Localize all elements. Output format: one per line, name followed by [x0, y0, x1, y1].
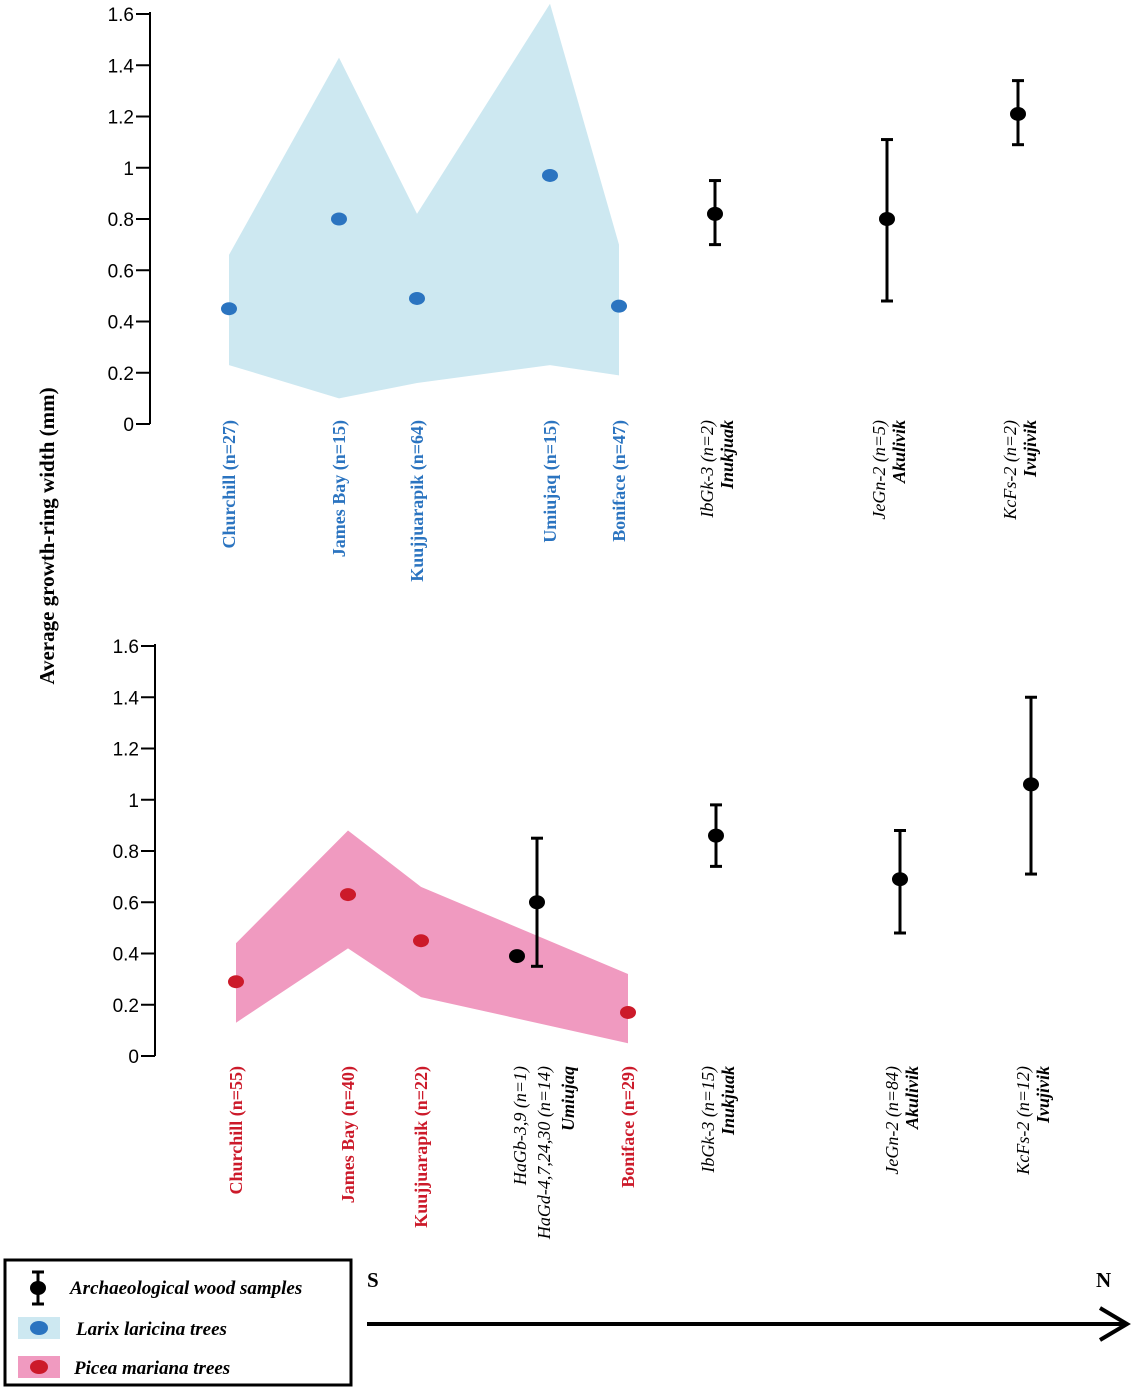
tree-point	[542, 168, 558, 182]
site-label: Churchill (n=27)	[219, 420, 240, 548]
tree-point	[221, 302, 237, 316]
y-tick-label: 1.2	[113, 740, 139, 761]
legend-larix-label: Larix laricina trees	[75, 1319, 227, 1340]
site-label: Boniface (n=29)	[618, 1066, 639, 1188]
y-tick-label: 1.6	[113, 637, 139, 658]
legend-archaeo-marker	[30, 1281, 46, 1295]
y-axis-label: Average growth-ring width (mm)	[35, 387, 59, 684]
site-label: Umiujaq (n=15)	[540, 420, 561, 543]
archaeo-point	[509, 949, 525, 964]
archaeo-site-place: Inukjuak	[717, 420, 737, 490]
direction-arrow: S N	[367, 1268, 1131, 1342]
tree-point	[340, 888, 356, 902]
archaeo-site-place: Ivujivik	[1020, 420, 1040, 478]
y-tick-label: 1.2	[108, 108, 134, 129]
archaeo-site-place: Akulivik	[902, 1066, 922, 1130]
archaeo-point	[707, 206, 723, 221]
y-tick-label: 0.8	[108, 210, 134, 231]
range-band	[229, 3, 619, 399]
tree-point	[611, 299, 627, 313]
y-tick-label: 1.4	[108, 56, 135, 77]
y-tick-label: 1.4	[113, 688, 140, 709]
site-label: Kuujjuarapik (n=22)	[411, 1066, 432, 1228]
y-tick-label: 0	[123, 415, 134, 436]
archaeo-site-code: IbGk-3 (n=15)	[698, 1066, 719, 1174]
archaeo-point	[879, 212, 895, 226]
umiujaq-label-place: Umiujaq	[558, 1066, 578, 1131]
umiujaq-label-line1: HaGb-3,9 (n=1)	[510, 1066, 531, 1186]
y-tick-label: 0.4	[108, 313, 135, 334]
top-panel: 0 0.2 0.4 0.6 0.8 1 1.2 1.4 1.6 Churchill (n=27) J…	[108, 3, 1040, 582]
tree-point	[409, 291, 425, 305]
north-label: N	[1096, 1268, 1111, 1292]
archaeo-site-code: IbGk-3 (n=2)	[697, 420, 718, 519]
tree-point	[228, 975, 244, 989]
archaeo-point	[1023, 777, 1039, 792]
tree-point	[620, 1005, 636, 1019]
archaeo-site-code: JeGn-2 (n=5)	[869, 420, 890, 520]
legend-picea-marker	[30, 1360, 48, 1374]
archaeo-point	[892, 872, 908, 887]
site-label: James Bay (n=40)	[338, 1066, 359, 1203]
y-tick-label: 0.8	[113, 842, 139, 863]
legend: Archaeological wood samples Larix larici…	[3, 1258, 353, 1387]
y-tick-label: 1	[128, 791, 139, 812]
y-tick-label: 0	[128, 1047, 139, 1068]
tree-point	[413, 934, 429, 948]
archaeo-site-place: Ivujivik	[1033, 1066, 1053, 1124]
archaeo-point	[1010, 106, 1026, 121]
archaeo-point	[708, 828, 724, 843]
y-tick-label: 1	[123, 159, 134, 180]
legend-archaeological-label: Archaeological wood samples	[69, 1278, 302, 1299]
archaeo-site-place: Inukjuak	[718, 1066, 738, 1136]
site-label: James Bay (n=15)	[329, 420, 350, 557]
umiujaq-label-line2: HaGd-4,7,24,30 (n=14)	[534, 1066, 555, 1240]
tree-point	[331, 212, 347, 226]
south-label: S	[367, 1268, 379, 1292]
arrow-head	[1098, 1306, 1131, 1342]
site-label: Kuujjuarapik (n=64)	[407, 420, 428, 582]
y-tick-label: 0.2	[108, 364, 134, 385]
archaeo-site-code: KcFs-2 (n=2)	[1000, 420, 1021, 521]
legend-box	[3, 1258, 353, 1387]
y-tick-label: 0.4	[113, 945, 140, 966]
archaeo-site-code: KcFs-2 (n=12)	[1013, 1066, 1034, 1176]
y-tick-label: 1.6	[108, 5, 134, 26]
site-label: Boniface (n=47)	[609, 420, 630, 542]
y-tick-label: 0.6	[113, 893, 139, 914]
archaeo-point	[529, 895, 545, 910]
y-tick-label: 0.6	[108, 261, 134, 282]
y-tick-label: 0.2	[113, 996, 139, 1017]
range-band	[236, 830, 628, 1044]
legend-larix-marker	[30, 1321, 48, 1335]
bottom-panel: 0 0.2 0.4 0.6 0.8 1 1.2 1.4 1.6 Churchill (n=55) J…	[113, 637, 1053, 1240]
archaeo-site-code: JeGn-2 (n=84)	[882, 1066, 903, 1175]
site-label: Churchill (n=55)	[226, 1066, 247, 1194]
legend-picea-label: Picea mariana trees	[73, 1358, 230, 1379]
archaeo-site-place: Akulivik	[889, 420, 909, 484]
